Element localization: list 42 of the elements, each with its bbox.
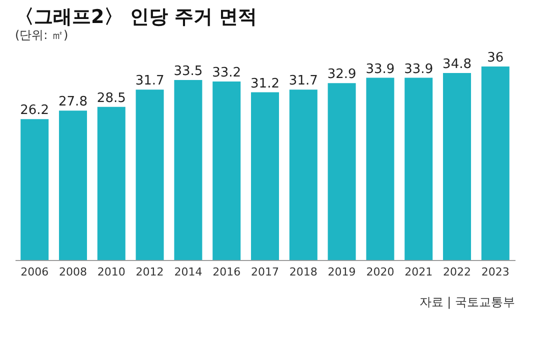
data-label: 33.2 <box>212 66 242 81</box>
bar <box>289 90 318 260</box>
data-label: 33.9 <box>404 62 434 77</box>
bar <box>443 72 472 260</box>
data-label: 32.9 <box>327 67 356 82</box>
x-tick-label: 2016 <box>212 266 241 278</box>
x-tick-label: 2006 <box>20 266 49 278</box>
text: 자료 | 국토교통부 <box>419 295 515 309</box>
data-label: 26.2 <box>20 103 50 118</box>
bar <box>366 78 394 260</box>
x-tick-label: 2017 <box>251 266 279 278</box>
bar <box>251 92 279 260</box>
data-label: 31.7 <box>288 74 318 89</box>
x-tick-label: 2014 <box>174 266 202 278</box>
bar <box>58 110 87 260</box>
bar <box>20 119 49 260</box>
bar <box>481 66 510 260</box>
data-label: 31.7 <box>135 74 164 89</box>
bar <box>328 83 356 260</box>
data-label: 33.9 <box>366 62 395 77</box>
data-label: 34.8 <box>442 56 472 72</box>
x-tick-label: 2022 <box>443 266 472 278</box>
bar <box>404 78 433 260</box>
data-label: 31.2 <box>250 76 280 92</box>
bar <box>97 106 126 260</box>
bar <box>174 80 202 260</box>
x-tick-label: 2019 <box>328 266 356 278</box>
x-tick-label: 2012 <box>136 266 164 278</box>
chart-title: 〈그래프2〉 인당 주거 면적 <box>15 6 258 28</box>
x-tick-label: 2023 <box>481 266 510 278</box>
data-label: 28.5 <box>96 90 126 106</box>
chart-subtitle: (단위: ㎡) <box>15 28 68 42</box>
x-tick-label: 2021 <box>404 266 433 278</box>
bar <box>212 82 241 260</box>
x-tick-label: 2018 <box>289 266 318 278</box>
x-tick-label: 2020 <box>366 266 394 278</box>
data-label: 27.8 <box>58 94 88 110</box>
data-label: 36 <box>487 50 504 66</box>
x-tick-label: 2008 <box>58 266 87 278</box>
bar <box>136 90 164 260</box>
x-tick-label: 2010 <box>97 266 126 278</box>
data-label: 33.5 <box>174 64 203 79</box>
